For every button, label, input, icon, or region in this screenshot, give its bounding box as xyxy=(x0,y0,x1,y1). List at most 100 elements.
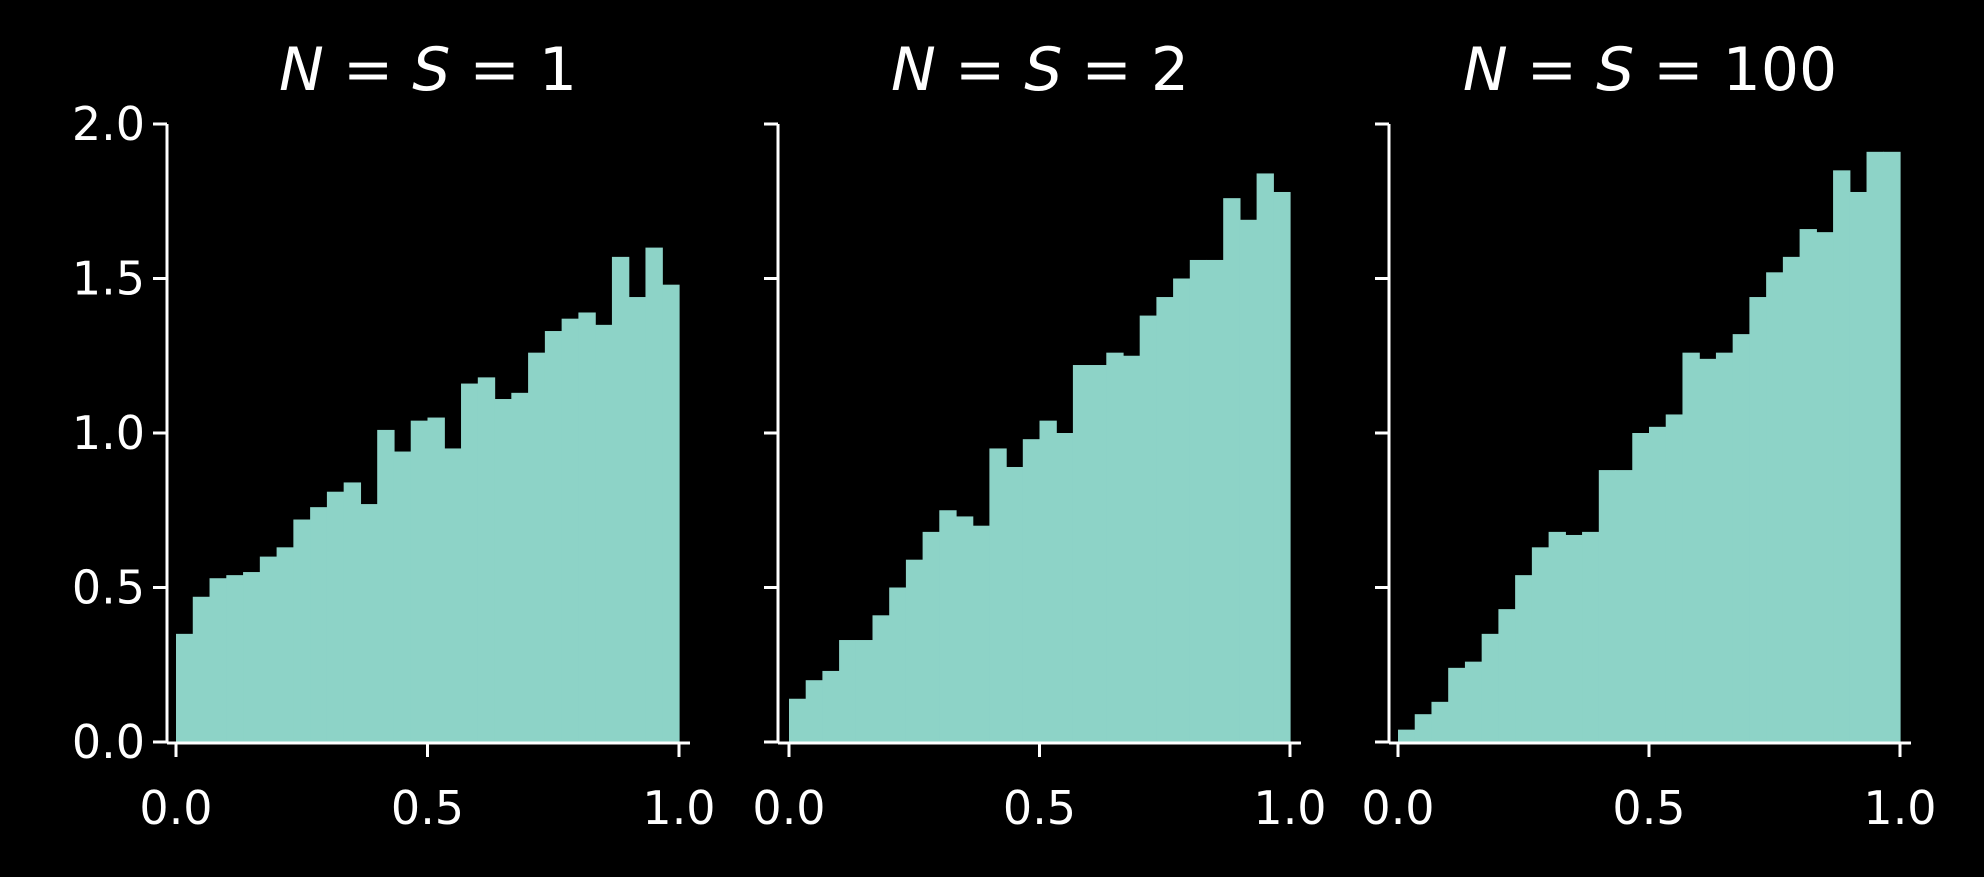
histogram-bar xyxy=(1565,534,1583,742)
histogram-bar xyxy=(939,510,957,742)
histogram-bar xyxy=(1448,667,1466,742)
bars xyxy=(1398,151,1901,743)
histogram-bar xyxy=(789,698,807,742)
histogram-bar xyxy=(1665,414,1684,742)
title-variable: N xyxy=(891,35,936,105)
y-tick-label: 0.0 xyxy=(72,715,145,769)
histogram-bar xyxy=(293,519,311,742)
x-tick-label: 0.0 xyxy=(752,781,825,835)
title-text-part: 1 xyxy=(539,35,577,105)
histogram-bar xyxy=(310,507,328,742)
title-text-part: = xyxy=(1508,35,1596,105)
histogram-bar xyxy=(611,256,630,742)
histogram-bar xyxy=(1139,315,1157,742)
histogram-bar xyxy=(243,572,261,742)
histogram-bar xyxy=(839,640,857,742)
histogram-bar xyxy=(1598,470,1617,742)
title-text-part: 2 xyxy=(1151,35,1189,105)
histogram-bar xyxy=(1632,433,1650,742)
histogram-bar xyxy=(1106,352,1124,742)
histogram-bar xyxy=(1022,439,1041,742)
histogram-bar xyxy=(1515,575,1533,742)
histogram-bar xyxy=(1649,426,1667,742)
histogram-bar xyxy=(662,284,680,742)
subplot-title: N = S = 100 xyxy=(1463,35,1837,105)
histogram-bar xyxy=(805,680,823,742)
histogram-bar xyxy=(1039,420,1057,742)
histogram-bar xyxy=(578,312,596,742)
histogram-bar xyxy=(1173,278,1191,742)
histogram-bar xyxy=(176,633,194,742)
histogram-bar xyxy=(972,525,990,742)
histogram-bar xyxy=(1498,609,1516,742)
histogram-bar xyxy=(1732,334,1750,742)
x-tick-label: 0.5 xyxy=(1612,781,1685,835)
histogram-bar xyxy=(276,547,294,742)
histogram-bar xyxy=(989,448,1007,742)
histogram-bar xyxy=(1123,355,1141,742)
histogram-bar xyxy=(209,578,227,742)
title-text-part: = xyxy=(1062,35,1150,105)
histogram-bar xyxy=(1799,229,1817,742)
histogram-bar xyxy=(645,247,663,742)
histogram-bar xyxy=(1766,272,1784,742)
histogram-bar xyxy=(1749,297,1767,742)
histogram-bar xyxy=(477,377,496,742)
histogram-bar xyxy=(1582,531,1600,742)
histogram-bar xyxy=(1256,173,1274,742)
title-text-part: = xyxy=(324,35,412,105)
histogram-bar xyxy=(444,448,462,742)
histogram-bar xyxy=(494,399,512,742)
x-tick-label: 0.5 xyxy=(1003,781,1076,835)
histogram-bar xyxy=(427,417,445,742)
histogram-bar xyxy=(1223,198,1241,742)
x-tick-label: 1.0 xyxy=(1253,781,1326,835)
x-tick-label: 0.0 xyxy=(1361,781,1434,835)
histogram-bar xyxy=(628,297,647,742)
histogram-bar xyxy=(410,420,429,742)
title-text-part: 100 xyxy=(1723,35,1838,105)
histogram-bar xyxy=(1398,729,1416,742)
title-variable: S xyxy=(412,35,450,105)
histogram-bar xyxy=(1239,219,1258,743)
x-tick-label: 0.0 xyxy=(139,781,212,835)
title-variable: S xyxy=(1596,35,1634,105)
histogram-bar xyxy=(393,451,412,742)
y-tick-label: 1.5 xyxy=(72,252,145,306)
histogram-bar xyxy=(1156,297,1174,742)
histogram-bar xyxy=(1206,259,1224,742)
bars xyxy=(176,247,680,742)
histogram-bar xyxy=(528,352,546,742)
histogram-bar xyxy=(1548,531,1566,742)
histogram-bar xyxy=(226,575,244,742)
title-variable: N xyxy=(279,35,324,105)
histogram-bar xyxy=(1682,352,1700,742)
title-text-part: = xyxy=(450,35,538,105)
histogram-bar xyxy=(1531,547,1550,742)
histogram-bar xyxy=(1072,365,1091,742)
histogram-bar xyxy=(561,318,579,742)
title-variable: N xyxy=(1463,35,1508,105)
subplot-2: 0.0 0.5 1.0 N = S = 2 xyxy=(752,35,1326,835)
subplot-1: 0.0 0.5 1.0 1.5 2.0 0.0 0.5 1.0 N = S = 1 xyxy=(72,35,716,835)
y-tick-label: 1.0 xyxy=(72,406,145,460)
histogram-bar xyxy=(343,482,362,742)
histogram-bar xyxy=(1883,151,1901,742)
y-tick-label: 0.5 xyxy=(72,561,145,615)
histogram-bar xyxy=(326,491,345,742)
histogram-bar xyxy=(1481,633,1499,742)
histogram-bar xyxy=(544,331,563,742)
histogram-bar xyxy=(872,615,890,742)
title-variable: S xyxy=(1024,35,1062,105)
histogram-bar xyxy=(889,587,907,742)
histogram-bar xyxy=(956,516,974,742)
subplot-title: N = S = 2 xyxy=(891,35,1189,105)
histogram-bar xyxy=(360,504,378,742)
histogram-bar xyxy=(1414,714,1433,742)
subplot-3: 0.0 0.5 1.0 N = S = 100 xyxy=(1361,35,1936,835)
histogram-bar xyxy=(822,670,840,742)
histogram-bar xyxy=(1782,256,1801,742)
histogram-bar xyxy=(1715,352,1734,742)
histogram-bar xyxy=(259,556,278,742)
